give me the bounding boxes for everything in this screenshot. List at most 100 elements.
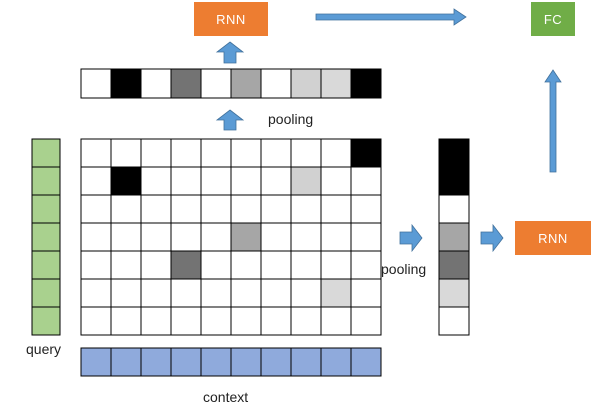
pooled-row-cell (320, 68, 352, 99)
pooled-row-cell (290, 68, 322, 99)
matrix-cell (320, 278, 352, 308)
context-cell (140, 347, 172, 377)
pooled-col-cell (438, 194, 470, 224)
pooled-col-cell (438, 222, 470, 252)
query-label: query (26, 341, 62, 357)
matrix-cell (140, 306, 172, 336)
matrix-cell (170, 166, 202, 196)
matrix-cell (80, 138, 112, 168)
matrix-cell (260, 222, 292, 252)
matrix-cell (140, 222, 172, 252)
matrix-cell (260, 138, 292, 168)
right-arrow-to-rnn-right (480, 223, 504, 253)
context-cell (260, 347, 292, 377)
query-cell (31, 222, 61, 252)
matrix-cell (140, 166, 172, 196)
matrix-cell (80, 222, 112, 252)
pooled-col-cell (438, 306, 470, 336)
matrix-cell (110, 194, 142, 224)
matrix-cell (230, 222, 262, 252)
matrix-cell (320, 250, 352, 280)
query-cell (31, 138, 61, 168)
context-cell (200, 347, 232, 377)
matrix-cell (230, 250, 262, 280)
pooling-top-label: pooling (268, 111, 314, 127)
matrix-cell (80, 194, 112, 224)
right-arrow-to-pooled-column (399, 223, 423, 253)
matrix-cell (290, 250, 322, 280)
rnn-right-box: RNN (515, 221, 591, 255)
query-cell (31, 278, 61, 308)
rnn-top-box: RNN (194, 2, 268, 36)
context-cell (230, 347, 262, 377)
pooled-row (80, 68, 382, 99)
pooled-row-cell (230, 68, 262, 99)
right-arrow-to-fc (315, 8, 467, 26)
matrix-cell (350, 278, 382, 308)
matrix-cell (290, 166, 322, 196)
matrix-cell (260, 194, 292, 224)
context-cell (110, 347, 142, 377)
matrix-cell (260, 278, 292, 308)
matrix-cell (110, 250, 142, 280)
matrix-cell (230, 306, 262, 336)
matrix-cell (170, 138, 202, 168)
matrix-cell (260, 250, 292, 280)
matrix-cell (230, 278, 262, 308)
matrix-cell (200, 250, 232, 280)
matrix-cell (290, 278, 322, 308)
matrix-cell (350, 166, 382, 196)
matrix-cell (290, 306, 322, 336)
pooled-column (438, 138, 470, 336)
query-cell (31, 166, 61, 196)
matrix-cell (80, 166, 112, 196)
matrix-cell (140, 194, 172, 224)
matrix-cell (320, 166, 352, 196)
query-cell (31, 194, 61, 224)
context-label: context (203, 389, 249, 405)
rnn-right-label: RNN (538, 230, 568, 246)
query-cell (31, 250, 61, 280)
matrix-cell (170, 222, 202, 252)
matrix-cell (350, 222, 382, 252)
matrix-cell (80, 250, 112, 280)
matrix-cell (320, 222, 352, 252)
matrix-cell (110, 306, 142, 336)
query-cell (31, 306, 61, 336)
matrix-cell (110, 138, 142, 168)
matrix-cell (140, 138, 172, 168)
pooled-col-cell (438, 250, 470, 280)
up-arrow-to-pooled-row (215, 109, 245, 131)
matrix-cell (170, 306, 202, 336)
matrix-cell (230, 194, 262, 224)
matrix-cell (170, 194, 202, 224)
pooled-col-cell (438, 278, 470, 308)
matrix-cell (110, 166, 142, 196)
matrix-cell (140, 250, 172, 280)
context-cell (320, 347, 352, 377)
context-cell (290, 347, 322, 377)
matrix-cell (110, 278, 142, 308)
matrix-cell (260, 166, 292, 196)
pooled-row-cell (110, 68, 142, 99)
matrix-cell (320, 138, 352, 168)
context-cell (80, 347, 112, 377)
matrix-cell (170, 278, 202, 308)
up-arrow-to-fc (544, 69, 562, 173)
matrix-cell (200, 306, 232, 336)
matrix-cell (230, 166, 262, 196)
pooled-row-cell (200, 68, 232, 99)
attention-matrix (80, 138, 382, 336)
matrix-cell (200, 194, 232, 224)
matrix-cell (140, 278, 172, 308)
matrix-cell (200, 166, 232, 196)
matrix-cell (80, 278, 112, 308)
query-column (31, 138, 61, 336)
matrix-cell (200, 222, 232, 252)
context-cell (170, 347, 202, 377)
matrix-cell (290, 194, 322, 224)
pooled-col-cell (438, 166, 470, 196)
pooled-row-cell (80, 68, 112, 99)
pooled-col-cell (438, 138, 470, 168)
